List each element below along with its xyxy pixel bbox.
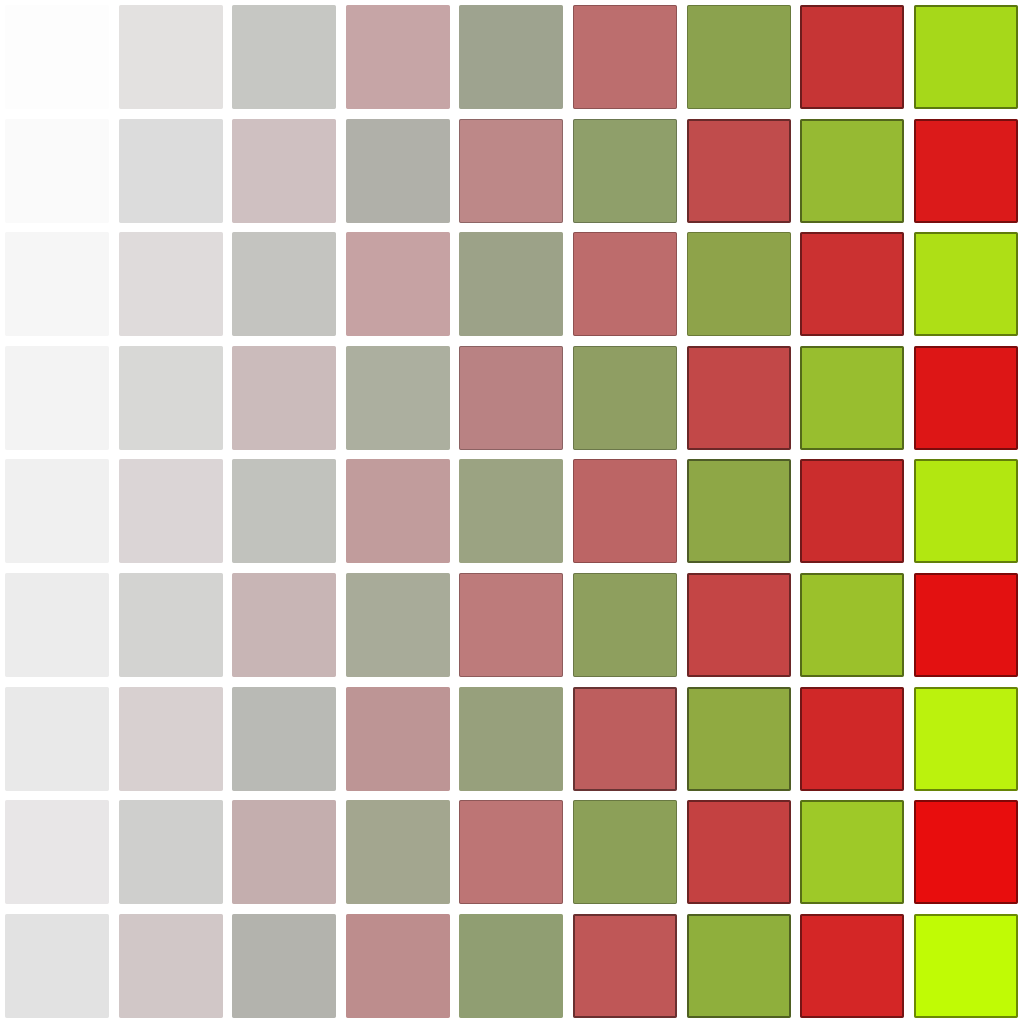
color-swatch [459, 119, 563, 223]
color-swatch [119, 800, 223, 904]
color-swatch [800, 800, 904, 904]
color-swatch [800, 687, 904, 791]
color-swatch [232, 5, 336, 109]
color-swatch [800, 346, 904, 450]
color-swatch [459, 346, 563, 450]
color-swatch [5, 687, 109, 791]
color-swatch [573, 346, 677, 450]
color-swatch [914, 232, 1018, 336]
color-swatch [687, 687, 791, 791]
color-swatch [346, 573, 450, 677]
color-swatch [5, 5, 109, 109]
color-swatch [232, 800, 336, 904]
color-swatch [459, 5, 563, 109]
color-swatch [914, 687, 1018, 791]
color-swatch [800, 573, 904, 677]
color-swatch [800, 914, 904, 1018]
color-swatch [232, 573, 336, 677]
color-swatch [687, 459, 791, 563]
color-swatch [346, 346, 450, 450]
color-swatch [232, 687, 336, 791]
color-swatch [5, 459, 109, 563]
color-swatch [687, 5, 791, 109]
color-swatch [573, 800, 677, 904]
color-swatch [119, 119, 223, 223]
color-swatch [119, 573, 223, 677]
color-swatch [687, 346, 791, 450]
color-swatch [800, 119, 904, 223]
color-swatch [346, 914, 450, 1018]
color-swatch [573, 5, 677, 109]
color-swatch [459, 232, 563, 336]
color-swatch [573, 573, 677, 677]
color-swatch [914, 459, 1018, 563]
color-swatch [914, 5, 1018, 109]
color-swatch [119, 459, 223, 563]
color-swatch [5, 119, 109, 223]
color-swatch [687, 914, 791, 1018]
color-swatch [119, 687, 223, 791]
color-swatch [5, 914, 109, 1018]
color-swatch [800, 232, 904, 336]
color-swatch [5, 573, 109, 677]
color-swatch [119, 232, 223, 336]
color-swatch [119, 914, 223, 1018]
color-swatch [459, 800, 563, 904]
color-swatch [687, 573, 791, 677]
color-swatch [914, 800, 1018, 904]
color-swatch [232, 119, 336, 223]
color-swatch [914, 346, 1018, 450]
color-swatch [5, 232, 109, 336]
color-swatch [232, 914, 336, 1018]
color-swatch [573, 687, 677, 791]
color-swatch [119, 5, 223, 109]
color-swatch [459, 573, 563, 677]
color-swatch [232, 346, 336, 450]
color-swatch [914, 119, 1018, 223]
color-swatch [119, 346, 223, 450]
color-swatch [346, 459, 450, 563]
color-swatch [232, 232, 336, 336]
color-swatch [914, 914, 1018, 1018]
color-swatch [459, 459, 563, 563]
color-swatch [573, 914, 677, 1018]
color-swatch [5, 346, 109, 450]
color-swatch [459, 687, 563, 791]
color-swatch [800, 459, 904, 563]
color-swatch [5, 800, 109, 904]
color-swatch [914, 573, 1018, 677]
color-swatch [800, 5, 904, 109]
color-swatch [346, 119, 450, 223]
color-swatch [687, 800, 791, 904]
color-swatch [346, 800, 450, 904]
color-swatch [687, 232, 791, 336]
color-swatch [573, 232, 677, 336]
color-swatch [687, 119, 791, 223]
color-swatch [346, 5, 450, 109]
color-swatch [573, 119, 677, 223]
color-swatch [346, 232, 450, 336]
color-swatch [346, 687, 450, 791]
color-swatch [459, 914, 563, 1018]
color-swatch [573, 459, 677, 563]
color-swatch [232, 459, 336, 563]
